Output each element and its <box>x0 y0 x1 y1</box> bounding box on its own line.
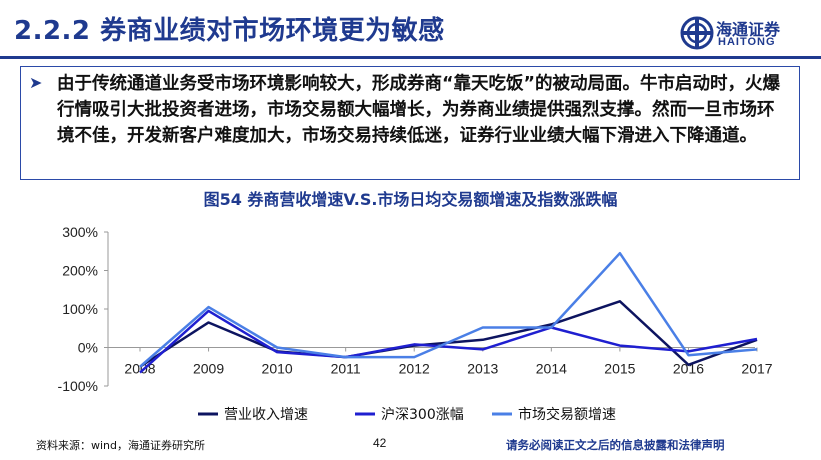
legend-label: 营业收入增速 <box>224 407 308 423</box>
summary-paragraph: 由于传统通道业务受市场环境影响较大，形成券商“靠天吃饭”的被动局面。牛市启动时，… <box>57 74 780 146</box>
chart-axes: 300%200%100%0%-100%2008 2009 2010 2011 2012 2… <box>58 224 773 394</box>
y-tick-label: 100% <box>62 301 98 317</box>
y-tick-label: 0% <box>78 340 98 356</box>
legend-label: 市场交易额增速 <box>518 406 616 423</box>
page-title: 2.2.2 券商业绩对市场环境更为敏感 <box>14 16 445 46</box>
x-tick-label: 2014 <box>536 361 567 377</box>
chart-legend: 营业收入增速 沪深300涨幅 市场交易额增速 <box>198 406 616 423</box>
x-tick-label: 2015 <box>604 361 635 377</box>
source-note: 资料来源：wind，海通证券研究所 <box>36 439 206 452</box>
y-tick-label: 200% <box>62 263 98 279</box>
title-divider <box>0 56 821 59</box>
x-tick-label: 2013 <box>467 361 498 377</box>
x-tick-label: 2012 <box>399 361 430 377</box>
logo-english-text: HAITONG <box>718 36 776 48</box>
series-line-2 <box>139 251 758 368</box>
x-tick-label: 2017 <box>741 361 772 377</box>
y-tick-label: 300% <box>62 224 98 240</box>
summary-box: ➤ 由于传统通道业务受市场环境影响较大，形成券商“靠天吃饭”的被动局面。牛市启动… <box>20 66 800 180</box>
haitong-logo-icon <box>680 16 714 50</box>
series-line-0 <box>139 300 758 368</box>
x-tick-label: 2016 <box>673 361 704 377</box>
title-bar: 2.2.2 券商业绩对市场环境更为敏感 海通证券 HAITONG <box>0 0 821 60</box>
logo-chinese-text: 海通证券 <box>716 20 781 39</box>
arrow-bullet-icon: ➤ <box>29 73 43 92</box>
series-line-1 <box>139 309 758 374</box>
chart-series <box>139 251 758 374</box>
x-tick-label: 2009 <box>193 361 224 377</box>
page-number: 42 <box>373 436 387 450</box>
haitong-logo: 海通证券 HAITONG <box>680 14 810 54</box>
disclaimer-note: 请务必阅读正文之后的信息披露和法律声明 <box>506 438 725 452</box>
x-tick-label: 2011 <box>331 361 361 377</box>
legend-label: 沪深300涨幅 <box>381 407 464 423</box>
line-chart: 300%200%100%0%-100%2008 2009 2010 2011 2012 2… <box>58 224 773 423</box>
y-tick-label: -100% <box>58 378 98 394</box>
x-tick-label: 2010 <box>262 361 293 377</box>
figure-title: 图54 券商营收增速V.S.市场日均交易额增速及指数涨跌幅 <box>203 190 618 209</box>
